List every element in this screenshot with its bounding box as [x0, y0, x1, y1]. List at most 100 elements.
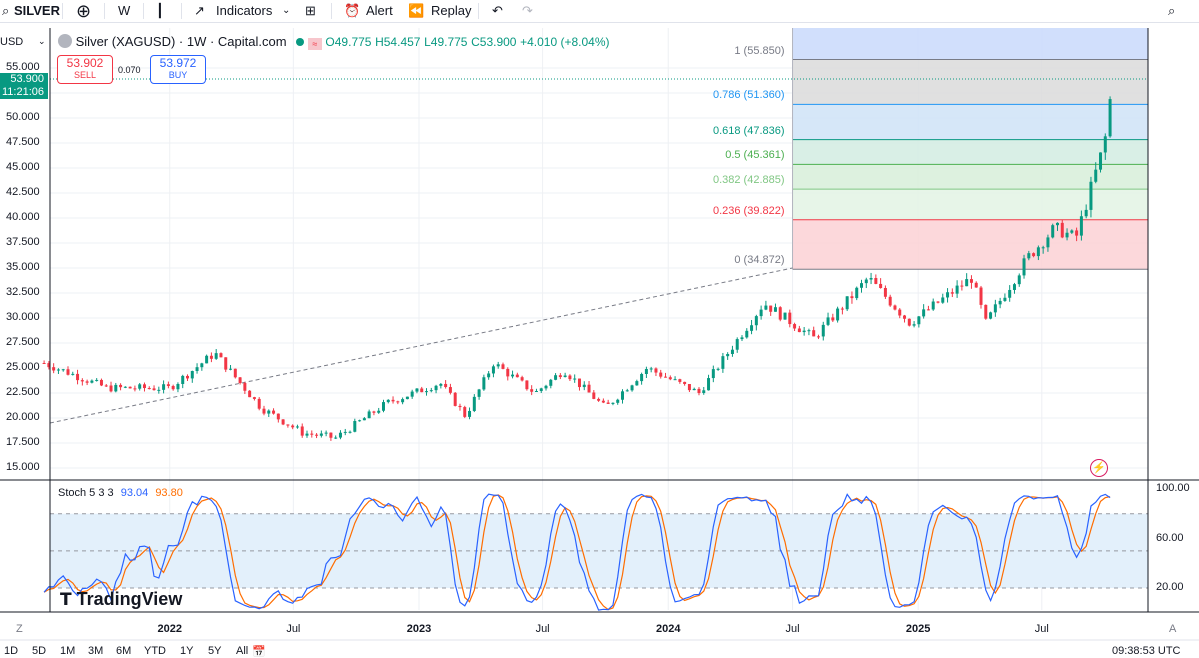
symbol-search-icon[interactable]: ⌕ — [2, 3, 10, 18]
candle-body — [831, 317, 835, 321]
candle-body — [821, 324, 825, 337]
sell-label: SELL — [73, 70, 97, 80]
layouts-icon[interactable]: ⊞ — [305, 3, 316, 18]
candle-body — [716, 368, 720, 370]
stoch-title[interactable]: Stoch 5 3 3 — [58, 487, 114, 499]
indicators-dropdown-icon[interactable]: ⌄ — [282, 5, 291, 16]
candle-body — [381, 402, 385, 411]
range-button-all[interactable]: All — [236, 645, 249, 657]
price-tick-label: 17.500 — [6, 436, 40, 448]
price-tick-label: 20.000 — [6, 411, 40, 423]
candle-body — [855, 287, 859, 299]
candle-body — [410, 391, 414, 397]
clock-time[interactable]: 09:38:53 UTC — [1112, 645, 1181, 657]
candle-body — [186, 375, 190, 379]
candle-body — [472, 396, 476, 411]
range-button-6m[interactable]: 6M — [116, 645, 132, 657]
candle-body — [888, 296, 892, 306]
candle-body — [386, 399, 390, 403]
candle-body — [1017, 275, 1021, 285]
auto-scale-a-button[interactable]: A — [1169, 623, 1177, 635]
sell-button[interactable]: 53.902 SELL — [57, 55, 113, 84]
replay-icon[interactable]: ⏪ — [408, 3, 425, 18]
candle-body — [1003, 297, 1007, 301]
candle-body — [482, 377, 486, 390]
symbol-button[interactable]: SILVER — [14, 3, 60, 18]
range-button-ytd[interactable]: YTD — [144, 645, 166, 657]
fib-level-label: 1 (55.850) — [734, 44, 785, 57]
candle-body — [257, 398, 261, 409]
candle-body — [568, 375, 572, 380]
last-price-badge: 53.900 11:21:06 — [0, 73, 48, 99]
candles-chart-type-icon[interactable]: ┃ — [156, 3, 164, 18]
candle-body — [511, 374, 515, 377]
candle-body — [582, 384, 586, 388]
candle-body — [372, 411, 376, 413]
candle-body — [429, 390, 433, 392]
range-button-1m[interactable]: 1M — [60, 645, 76, 657]
alert-button[interactable]: Alert — [366, 3, 393, 18]
tradingview-logo[interactable]: 𝗧 TradingView — [60, 589, 182, 610]
candle-body — [764, 305, 768, 310]
indicators-icon[interactable]: ↗ — [194, 3, 205, 18]
replay-button[interactable]: Replay — [431, 3, 472, 18]
price-tick-label: 47.500 — [6, 136, 40, 148]
candle-body — [563, 375, 567, 378]
candle-body — [506, 368, 510, 377]
candle-body — [248, 390, 252, 398]
candle-body — [530, 389, 534, 392]
fib-level-label: 0.236 (39.822) — [712, 204, 785, 217]
candle-body — [702, 390, 706, 394]
candle-body — [1022, 258, 1026, 276]
candle-body — [558, 375, 562, 378]
range-button-5y[interactable]: 5Y — [208, 645, 222, 657]
search-icon[interactable]: ⌕ — [1168, 3, 1176, 18]
chart-legend: Silver (XAGUSD) · 1W · Capital.com ≈ O49… — [58, 34, 610, 50]
candle-body — [625, 390, 629, 392]
stoch-tick-label: 20.00 — [1156, 581, 1184, 593]
range-button-5d[interactable]: 5D — [32, 645, 47, 657]
alert-icon[interactable]: ⏰ — [344, 3, 361, 18]
undo-icon[interactable]: ↶ — [492, 3, 503, 18]
candle-body — [477, 389, 481, 397]
candle-body — [295, 426, 299, 428]
candle-body — [726, 354, 730, 357]
auto-scale-z-button[interactable]: Z — [16, 623, 23, 635]
currency-label[interactable]: USD — [0, 36, 24, 48]
candle-body — [946, 292, 950, 298]
indicators-button[interactable]: Indicators — [216, 3, 273, 18]
toolbar-divider — [331, 3, 332, 19]
currency-dropdown-icon[interactable]: ⌄ — [38, 36, 46, 46]
candle-body — [730, 349, 734, 355]
range-button-1d[interactable]: 1D — [4, 645, 19, 657]
range-button-1y[interactable]: 1Y — [180, 645, 194, 657]
candle-body — [797, 328, 801, 333]
candle-body — [788, 312, 792, 325]
candle-body — [611, 402, 615, 404]
trendline-line[interactable] — [49, 267, 793, 424]
candle-body — [745, 330, 749, 338]
candle-body — [362, 418, 366, 421]
candle-body — [95, 379, 99, 381]
redo-icon[interactable]: ↷ — [522, 3, 533, 18]
toolbar-divider — [104, 3, 105, 19]
range-button-3m[interactable]: 3M — [88, 645, 104, 657]
candle-body — [348, 431, 352, 433]
candle-body — [291, 425, 295, 428]
candle-body — [836, 308, 840, 321]
candle-body — [166, 384, 170, 387]
candle-body — [85, 381, 89, 383]
date-range-icon[interactable]: 📅 — [252, 646, 266, 658]
candle-body — [1094, 169, 1098, 182]
add-symbol-icon[interactable]: ⊕ — [76, 1, 92, 21]
candle-body — [812, 330, 816, 337]
candle-body — [606, 402, 610, 404]
tv-logo-icon: 𝗧 — [60, 590, 72, 609]
candle-body — [544, 385, 548, 389]
symbol-logo-icon — [58, 34, 72, 48]
flash-icon[interactable]: ⚡ — [1090, 459, 1108, 477]
interval-button[interactable]: W — [118, 3, 131, 18]
legend-title[interactable]: Silver (XAGUSD) · 1W · Capital.com — [75, 34, 287, 49]
buy-button[interactable]: 53.972 BUY — [150, 55, 206, 84]
